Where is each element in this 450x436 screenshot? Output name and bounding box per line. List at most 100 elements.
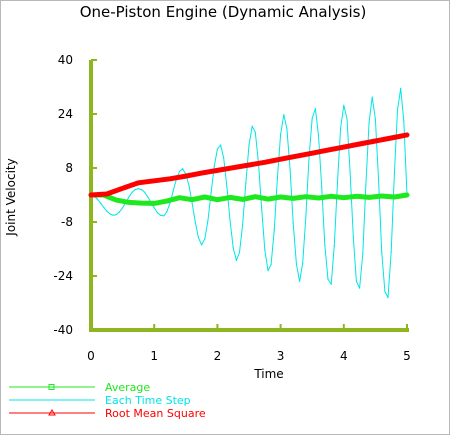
data-point (248, 144, 250, 146)
series-line (88, 192, 410, 206)
data-point (283, 114, 285, 116)
data-point (404, 192, 410, 198)
data-point (374, 118, 376, 120)
data-point (340, 127, 342, 129)
data-point (352, 236, 354, 238)
data-point (202, 194, 207, 200)
data-point (251, 125, 253, 127)
data-point (404, 132, 410, 138)
data-point (333, 245, 335, 247)
x-tick-label: 0 (87, 349, 95, 363)
series-each-time-step (90, 87, 408, 299)
x-tick-label: 1 (150, 349, 158, 363)
data-point (390, 251, 392, 253)
data-point (264, 249, 266, 251)
data-point (295, 263, 297, 265)
data-point (261, 207, 263, 209)
data-point (183, 173, 188, 179)
data-point (343, 104, 345, 106)
data-point (147, 196, 149, 198)
data-point (278, 157, 283, 162)
data-point (172, 190, 174, 192)
x-axis-label: Time (253, 367, 283, 381)
data-point (141, 189, 143, 191)
series-layer (88, 87, 410, 299)
data-point (120, 186, 125, 191)
data-point (270, 263, 272, 266)
data-point (122, 207, 124, 209)
data-point (227, 195, 233, 200)
data-point (400, 87, 402, 89)
data-point (310, 151, 315, 156)
legend-marker-triangle (48, 409, 56, 416)
data-point (178, 170, 181, 172)
data-point (354, 194, 359, 199)
data-point (231, 165, 236, 170)
data-point (355, 280, 357, 282)
data-point (276, 177, 278, 179)
data-point (115, 214, 117, 216)
data-point (131, 191, 133, 193)
data-point (341, 144, 346, 150)
data-point (329, 194, 334, 199)
legend-item: Each Time Step (9, 394, 191, 407)
data-point (349, 171, 351, 173)
data-point (104, 191, 110, 197)
data-point (381, 251, 383, 253)
data-point (302, 262, 304, 264)
data-point (325, 147, 331, 153)
data-point (278, 194, 283, 200)
data-point (379, 193, 384, 199)
legend-label: Average (105, 381, 150, 394)
data-point (128, 196, 130, 198)
data-point (330, 283, 332, 285)
data-point (393, 172, 395, 174)
data-point (210, 192, 212, 194)
legend-item: Average (9, 381, 150, 394)
x-tick-label: 2 (214, 349, 222, 363)
data-point (317, 135, 320, 137)
data-point (134, 189, 136, 191)
data-point (294, 154, 299, 159)
legend-label: Each Time Step (105, 394, 191, 407)
data-point (96, 198, 98, 200)
data-point (229, 219, 231, 221)
data-point (235, 259, 237, 262)
data-point (280, 133, 282, 135)
data-point (273, 228, 275, 230)
series-line (90, 87, 408, 299)
data-point (88, 192, 94, 198)
series-root-mean-square (88, 132, 410, 198)
data-point (289, 168, 291, 170)
data-point (197, 236, 199, 239)
data-point (253, 194, 258, 199)
y-tick-label: 40 (58, 53, 73, 67)
data-point (373, 138, 378, 144)
data-point (215, 168, 220, 173)
y-tick-label: 24 (58, 107, 73, 121)
data-point (136, 180, 141, 185)
data-point (166, 211, 168, 213)
data-point (357, 141, 362, 147)
data-point (378, 180, 380, 182)
data-point (223, 157, 225, 159)
data-point (238, 251, 241, 253)
data-point (189, 197, 195, 202)
data-point (286, 128, 288, 130)
series-average (88, 192, 410, 206)
data-point (194, 221, 196, 223)
y-tick-label: 8 (65, 161, 73, 175)
data-point (204, 238, 206, 240)
data-point (392, 194, 397, 200)
data-point (254, 131, 256, 133)
data-point (346, 118, 348, 120)
data-point (126, 200, 132, 205)
data-point (207, 220, 209, 222)
data-point (213, 166, 215, 168)
data-point (103, 206, 105, 208)
data-point (262, 160, 267, 165)
data-point (316, 195, 321, 201)
chart-title: One-Piston Engine (Dynamic Analysis) (80, 3, 367, 21)
legend-label: Root Mean Square (105, 407, 206, 420)
legend-marker-square (48, 384, 55, 390)
